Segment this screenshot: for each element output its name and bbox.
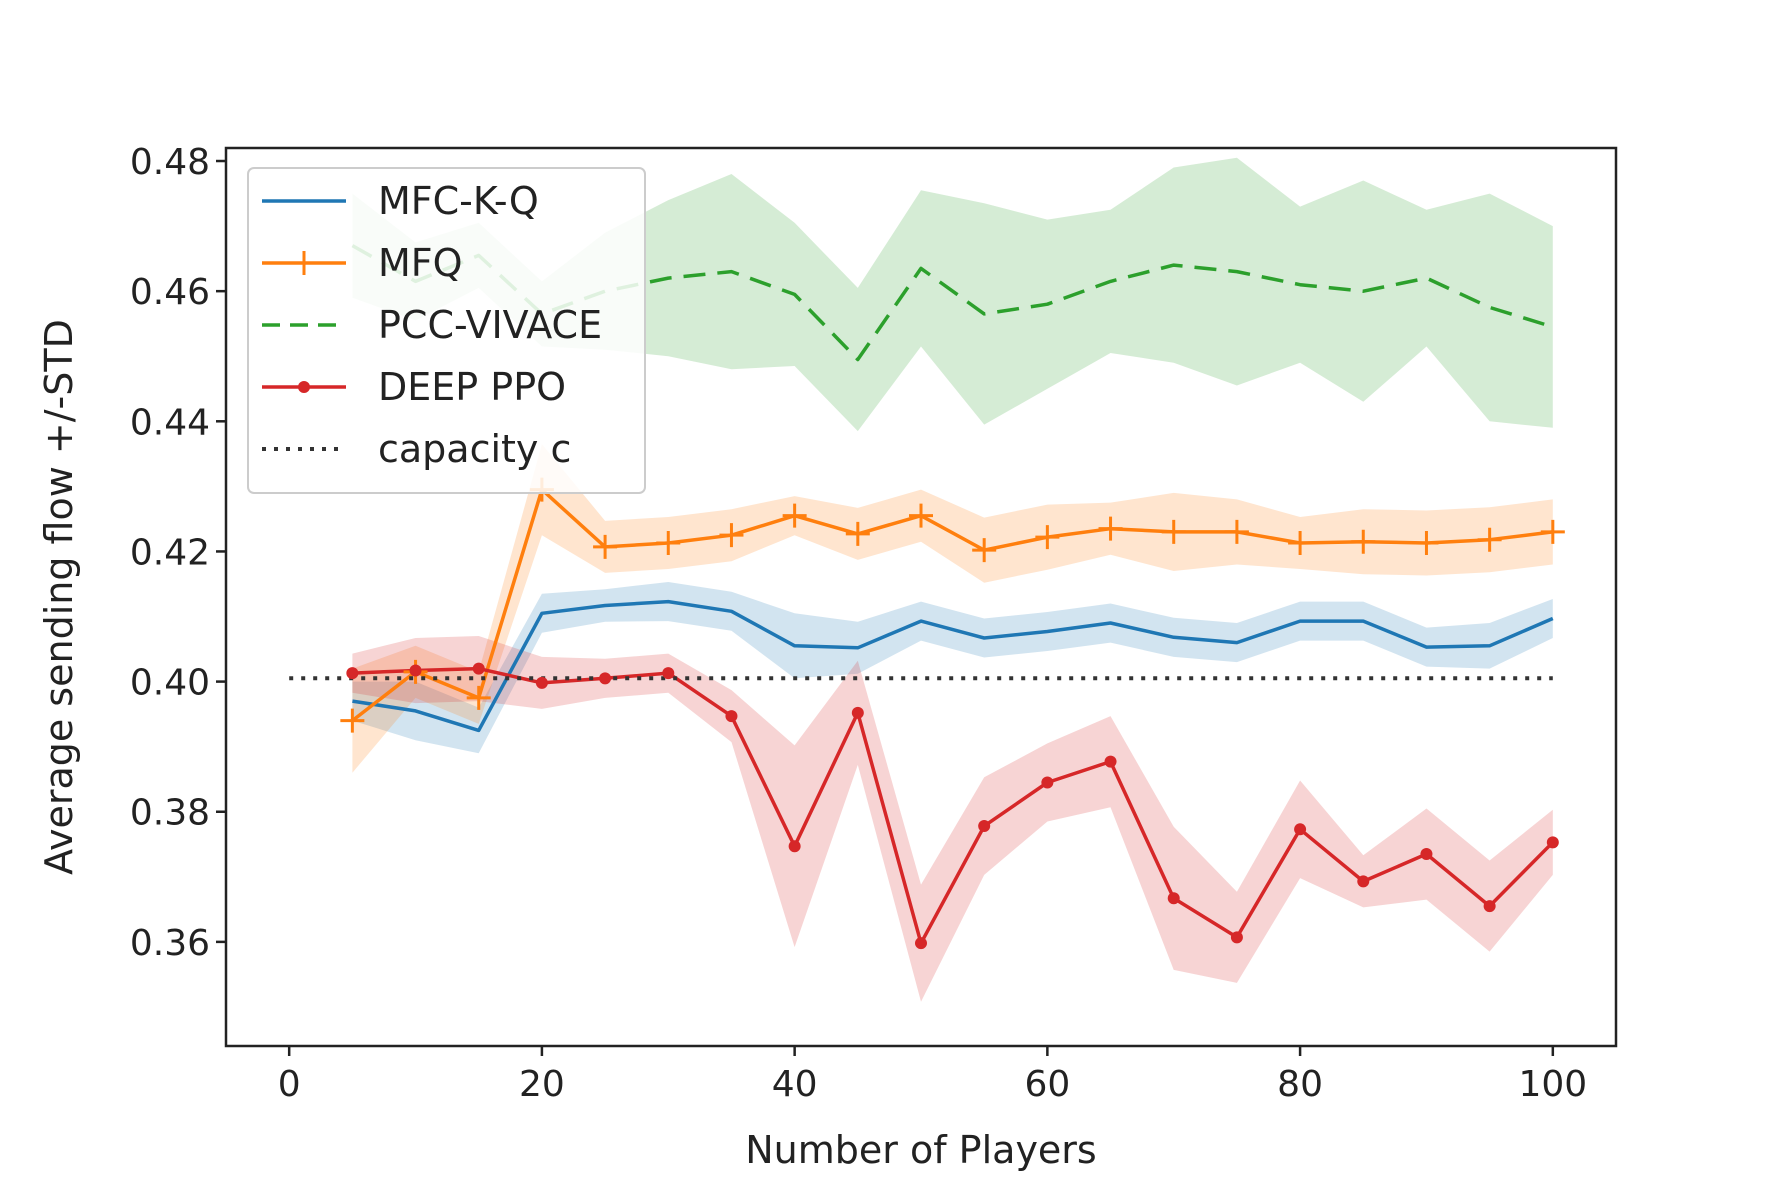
data-point-deep-ppo bbox=[1357, 875, 1370, 888]
data-point-deep-ppo bbox=[1230, 931, 1243, 944]
data-point-mfq bbox=[909, 503, 933, 528]
std-band-pcc-vivace bbox=[352, 157, 1553, 432]
series-line-mfc-k-q bbox=[352, 599, 1554, 733]
data-point-deep-ppo bbox=[725, 710, 738, 723]
data-point-deep-ppo bbox=[915, 937, 927, 950]
legend-label: PCC-VIVACE bbox=[378, 303, 602, 347]
x-axis-label: Number of Players bbox=[745, 1128, 1096, 1172]
data-point-deep-ppo bbox=[1167, 892, 1180, 905]
data-point-mfq bbox=[1351, 529, 1376, 554]
series-line-deep-ppo bbox=[352, 666, 1555, 945]
data-point-mfq bbox=[340, 708, 365, 733]
x-axis-ticks: 0 20 40 60 80 100 bbox=[278, 1046, 1587, 1105]
data-point-mfq bbox=[1414, 530, 1439, 555]
data-point-mfq bbox=[593, 534, 618, 559]
x-tick-label: 20 bbox=[519, 1064, 565, 1105]
data-point-deep-ppo bbox=[1546, 836, 1559, 849]
data-point-deep-ppo bbox=[788, 840, 801, 853]
data-point-deep-ppo bbox=[978, 820, 991, 833]
series-markers bbox=[340, 477, 1565, 950]
legend-label: MFQ bbox=[378, 241, 463, 285]
y-tick-label: 0.44 bbox=[130, 402, 210, 443]
legend-label: DEEP PPO bbox=[378, 365, 566, 409]
legend-entry-deep-ppo: DEEP PPO bbox=[262, 365, 566, 409]
data-point-mfq bbox=[782, 503, 807, 528]
x-tick-label: 60 bbox=[1024, 1064, 1070, 1105]
x-tick-label: 100 bbox=[1518, 1064, 1587, 1105]
data-point-deep-ppo bbox=[851, 706, 864, 719]
legend-entry-mfc-k-q: MFC-K-Q bbox=[262, 179, 539, 223]
data-point-mfq bbox=[1035, 525, 1060, 550]
legend-box bbox=[247, 167, 646, 494]
data-point-deep-ppo bbox=[409, 664, 422, 677]
data-point-deep-ppo bbox=[472, 662, 485, 675]
y-tick-label: 0.36 bbox=[130, 923, 210, 964]
y-axis-ticks: 0.36 0.38 0.40 0.42 0.44 0.46 0.48 bbox=[130, 142, 226, 964]
std-band-mfc-k-q bbox=[352, 582, 1553, 754]
x-tick-label: 40 bbox=[772, 1064, 818, 1105]
data-point-mfq bbox=[1288, 530, 1313, 555]
y-tick-label: 0.46 bbox=[130, 272, 210, 313]
legend-marker bbox=[298, 381, 310, 393]
data-point-mfq bbox=[1161, 519, 1186, 544]
data-point-mfq bbox=[845, 521, 870, 546]
y-tick-label: 0.40 bbox=[130, 663, 210, 704]
data-point-deep-ppo bbox=[535, 676, 548, 689]
data-point-deep-ppo bbox=[1420, 848, 1433, 861]
legend-entry-capacity-c: capacity c bbox=[262, 427, 571, 471]
data-point-mfq bbox=[466, 685, 491, 710]
legend-label: MFC-K-Q bbox=[378, 179, 539, 223]
data-point-deep-ppo bbox=[1483, 900, 1496, 913]
data-point-deep-ppo bbox=[346, 667, 359, 680]
data-point-mfq bbox=[1098, 516, 1123, 541]
x-tick-label: 80 bbox=[1277, 1064, 1323, 1105]
data-point-deep-ppo bbox=[1294, 823, 1307, 836]
data-point-deep-ppo bbox=[1041, 776, 1054, 789]
y-axis-label: Average sending flow +/-STD bbox=[37, 319, 81, 875]
legend-entry-pcc-vivace: PCC-VIVACE bbox=[262, 303, 602, 347]
legend-label: capacity c bbox=[378, 427, 571, 471]
data-point-mfq bbox=[1224, 519, 1249, 544]
legend: MFC-K-Q MFQ PCC-VIVACE DEEP PPO capacity c bbox=[247, 167, 646, 494]
data-point-mfq bbox=[719, 523, 744, 548]
legend-entry-mfq: MFQ bbox=[262, 241, 463, 285]
data-point-mfq bbox=[972, 538, 997, 563]
data-point-deep-ppo bbox=[662, 667, 675, 680]
data-point-mfq bbox=[656, 530, 681, 555]
y-tick-label: 0.38 bbox=[130, 793, 210, 834]
data-point-mfq bbox=[1477, 527, 1502, 552]
plot-frame bbox=[224, 146, 1618, 1048]
data-point-deep-ppo bbox=[599, 672, 612, 685]
std-band-mfq bbox=[352, 444, 1553, 773]
data-point-mfq bbox=[1540, 519, 1565, 544]
data-point-deep-ppo bbox=[1104, 755, 1117, 768]
legend-marker bbox=[292, 251, 316, 275]
x-tick-label: 0 bbox=[278, 1064, 301, 1105]
y-tick-label: 0.42 bbox=[130, 532, 210, 573]
y-tick-label: 0.48 bbox=[130, 142, 210, 183]
